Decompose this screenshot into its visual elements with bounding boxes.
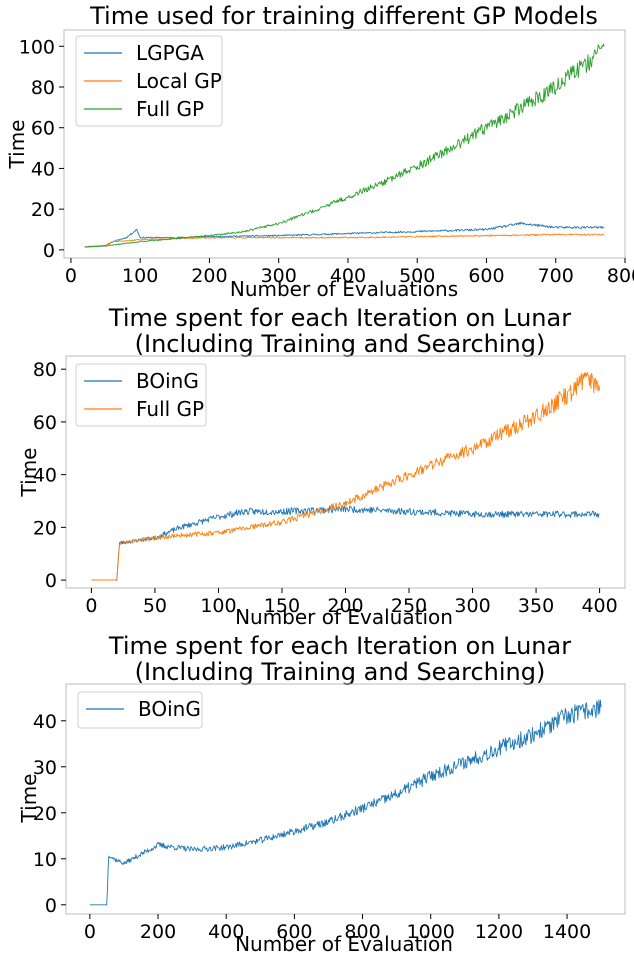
chart-title-line-1: Time spent for each Iteration on Lunar — [108, 632, 571, 660]
legend-label: BOinG — [138, 697, 201, 721]
x-tick-label: 0 — [84, 921, 96, 943]
chart-title-line-2: (Including Training and Searching) — [135, 330, 546, 358]
series-line-2 — [91, 371, 601, 581]
chart-title-line-1: Time spent for each Iteration on Lunar — [108, 304, 571, 332]
x-tick-label: 500 — [399, 265, 435, 287]
legend-label: BOinG — [136, 369, 199, 393]
y-axis-ticks: 0 20 40 60 80 100 — [19, 36, 64, 262]
y-tick-label: 40 — [33, 711, 57, 733]
y-tick-label: 0 — [45, 895, 57, 917]
y-tick-label: 10 — [33, 849, 57, 871]
x-tick-label: 200 — [191, 265, 227, 287]
x-tick-label: 150 — [264, 595, 300, 617]
y-tick-label: 20 — [33, 517, 57, 539]
x-tick-label: 1000 — [407, 921, 455, 943]
legend-label: Full GP — [136, 397, 204, 421]
x-axis-ticks: 0 50 100 150 200 250 300 350 400 — [85, 588, 618, 617]
series-line-1 — [89, 699, 602, 906]
plot-area — [89, 699, 602, 906]
x-axis-ticks: 0 100 200 300 400 500 600 700 800 — [65, 258, 634, 287]
chart-iteration-time-400: Time spent for each Iteration on Lunar (… — [17, 304, 626, 629]
x-axis-ticks: 0 200 400 600 800 1000 1200 1400 — [84, 914, 591, 943]
x-tick-label: 800 — [607, 265, 634, 287]
y-axis-label: Time — [17, 448, 41, 498]
series-line-3 — [84, 43, 605, 248]
y-tick-label: 30 — [33, 757, 57, 779]
x-tick-label: 0 — [65, 265, 77, 287]
legend-box — [77, 691, 203, 729]
x-tick-label: 400 — [208, 921, 244, 943]
y-tick-label: 20 — [31, 199, 55, 221]
x-axis-label: Number of Evaluation — [235, 605, 453, 629]
x-tick-label: 1400 — [543, 921, 591, 943]
legend-box — [75, 35, 223, 127]
chart-iteration-time-1500: Time spent for each Iteration on Lunar (… — [17, 632, 626, 956]
plot-frame — [65, 683, 626, 915]
x-tick-label: 200 — [140, 921, 176, 943]
x-tick-label: 400 — [581, 595, 617, 617]
x-tick-label: 100 — [200, 595, 236, 617]
plot-area — [91, 371, 601, 581]
chart-training-time: Time used for training different GP Mode… — [5, 2, 634, 301]
x-tick-label: 800 — [344, 921, 380, 943]
series-line-2 — [84, 233, 605, 248]
legend: LGPGA Local GP Full GP — [75, 35, 223, 127]
plot-frame — [63, 29, 626, 259]
x-tick-label: 300 — [261, 265, 297, 287]
x-tick-label: 0 — [85, 595, 97, 617]
legend: BOinG Full GP — [75, 363, 207, 427]
x-axis-label: Number of Evaluation — [235, 932, 453, 956]
x-tick-label: 300 — [454, 595, 490, 617]
y-tick-label: 0 — [43, 240, 55, 262]
x-tick-label: 100 — [122, 265, 158, 287]
x-tick-label: 200 — [327, 595, 363, 617]
y-tick-label: 40 — [33, 465, 57, 487]
y-tick-label: 80 — [33, 359, 57, 381]
x-tick-label: 1200 — [475, 921, 523, 943]
x-tick-label: 600 — [276, 921, 312, 943]
legend-box — [75, 363, 207, 427]
plot-area — [84, 43, 605, 248]
y-tick-label: 60 — [31, 118, 55, 140]
chart-title-line-2: (Including Training and Searching) — [135, 658, 546, 686]
y-tick-label: 0 — [45, 570, 57, 592]
x-axis-label: Number of Evaluations — [230, 277, 458, 301]
y-axis-label: Time — [17, 774, 41, 824]
y-tick-label: 40 — [31, 158, 55, 180]
y-tick-label: 20 — [33, 803, 57, 825]
y-tick-label: 60 — [33, 412, 57, 434]
y-axis-label: Time — [5, 120, 29, 170]
x-tick-label: 700 — [538, 265, 574, 287]
x-tick-label: 350 — [518, 595, 554, 617]
y-axis-ticks: 0 10 20 30 40 — [33, 711, 66, 917]
x-tick-label: 50 — [143, 595, 167, 617]
series-line-1 — [84, 221, 605, 248]
series-line-1 — [91, 505, 600, 581]
x-tick-label: 400 — [330, 265, 366, 287]
x-tick-label: 250 — [391, 595, 427, 617]
legend: BOinG — [77, 691, 203, 729]
legend-label: Local GP — [136, 69, 222, 93]
x-tick-label: 600 — [468, 265, 504, 287]
y-tick-label: 80 — [31, 77, 55, 99]
legend-label: Full GP — [136, 97, 204, 121]
y-axis-ticks: 0 20 40 60 80 — [33, 359, 66, 592]
chart-title: Time used for training different GP Mode… — [89, 2, 598, 30]
y-tick-label: 100 — [19, 36, 55, 58]
legend-label: LGPGA — [136, 41, 204, 65]
